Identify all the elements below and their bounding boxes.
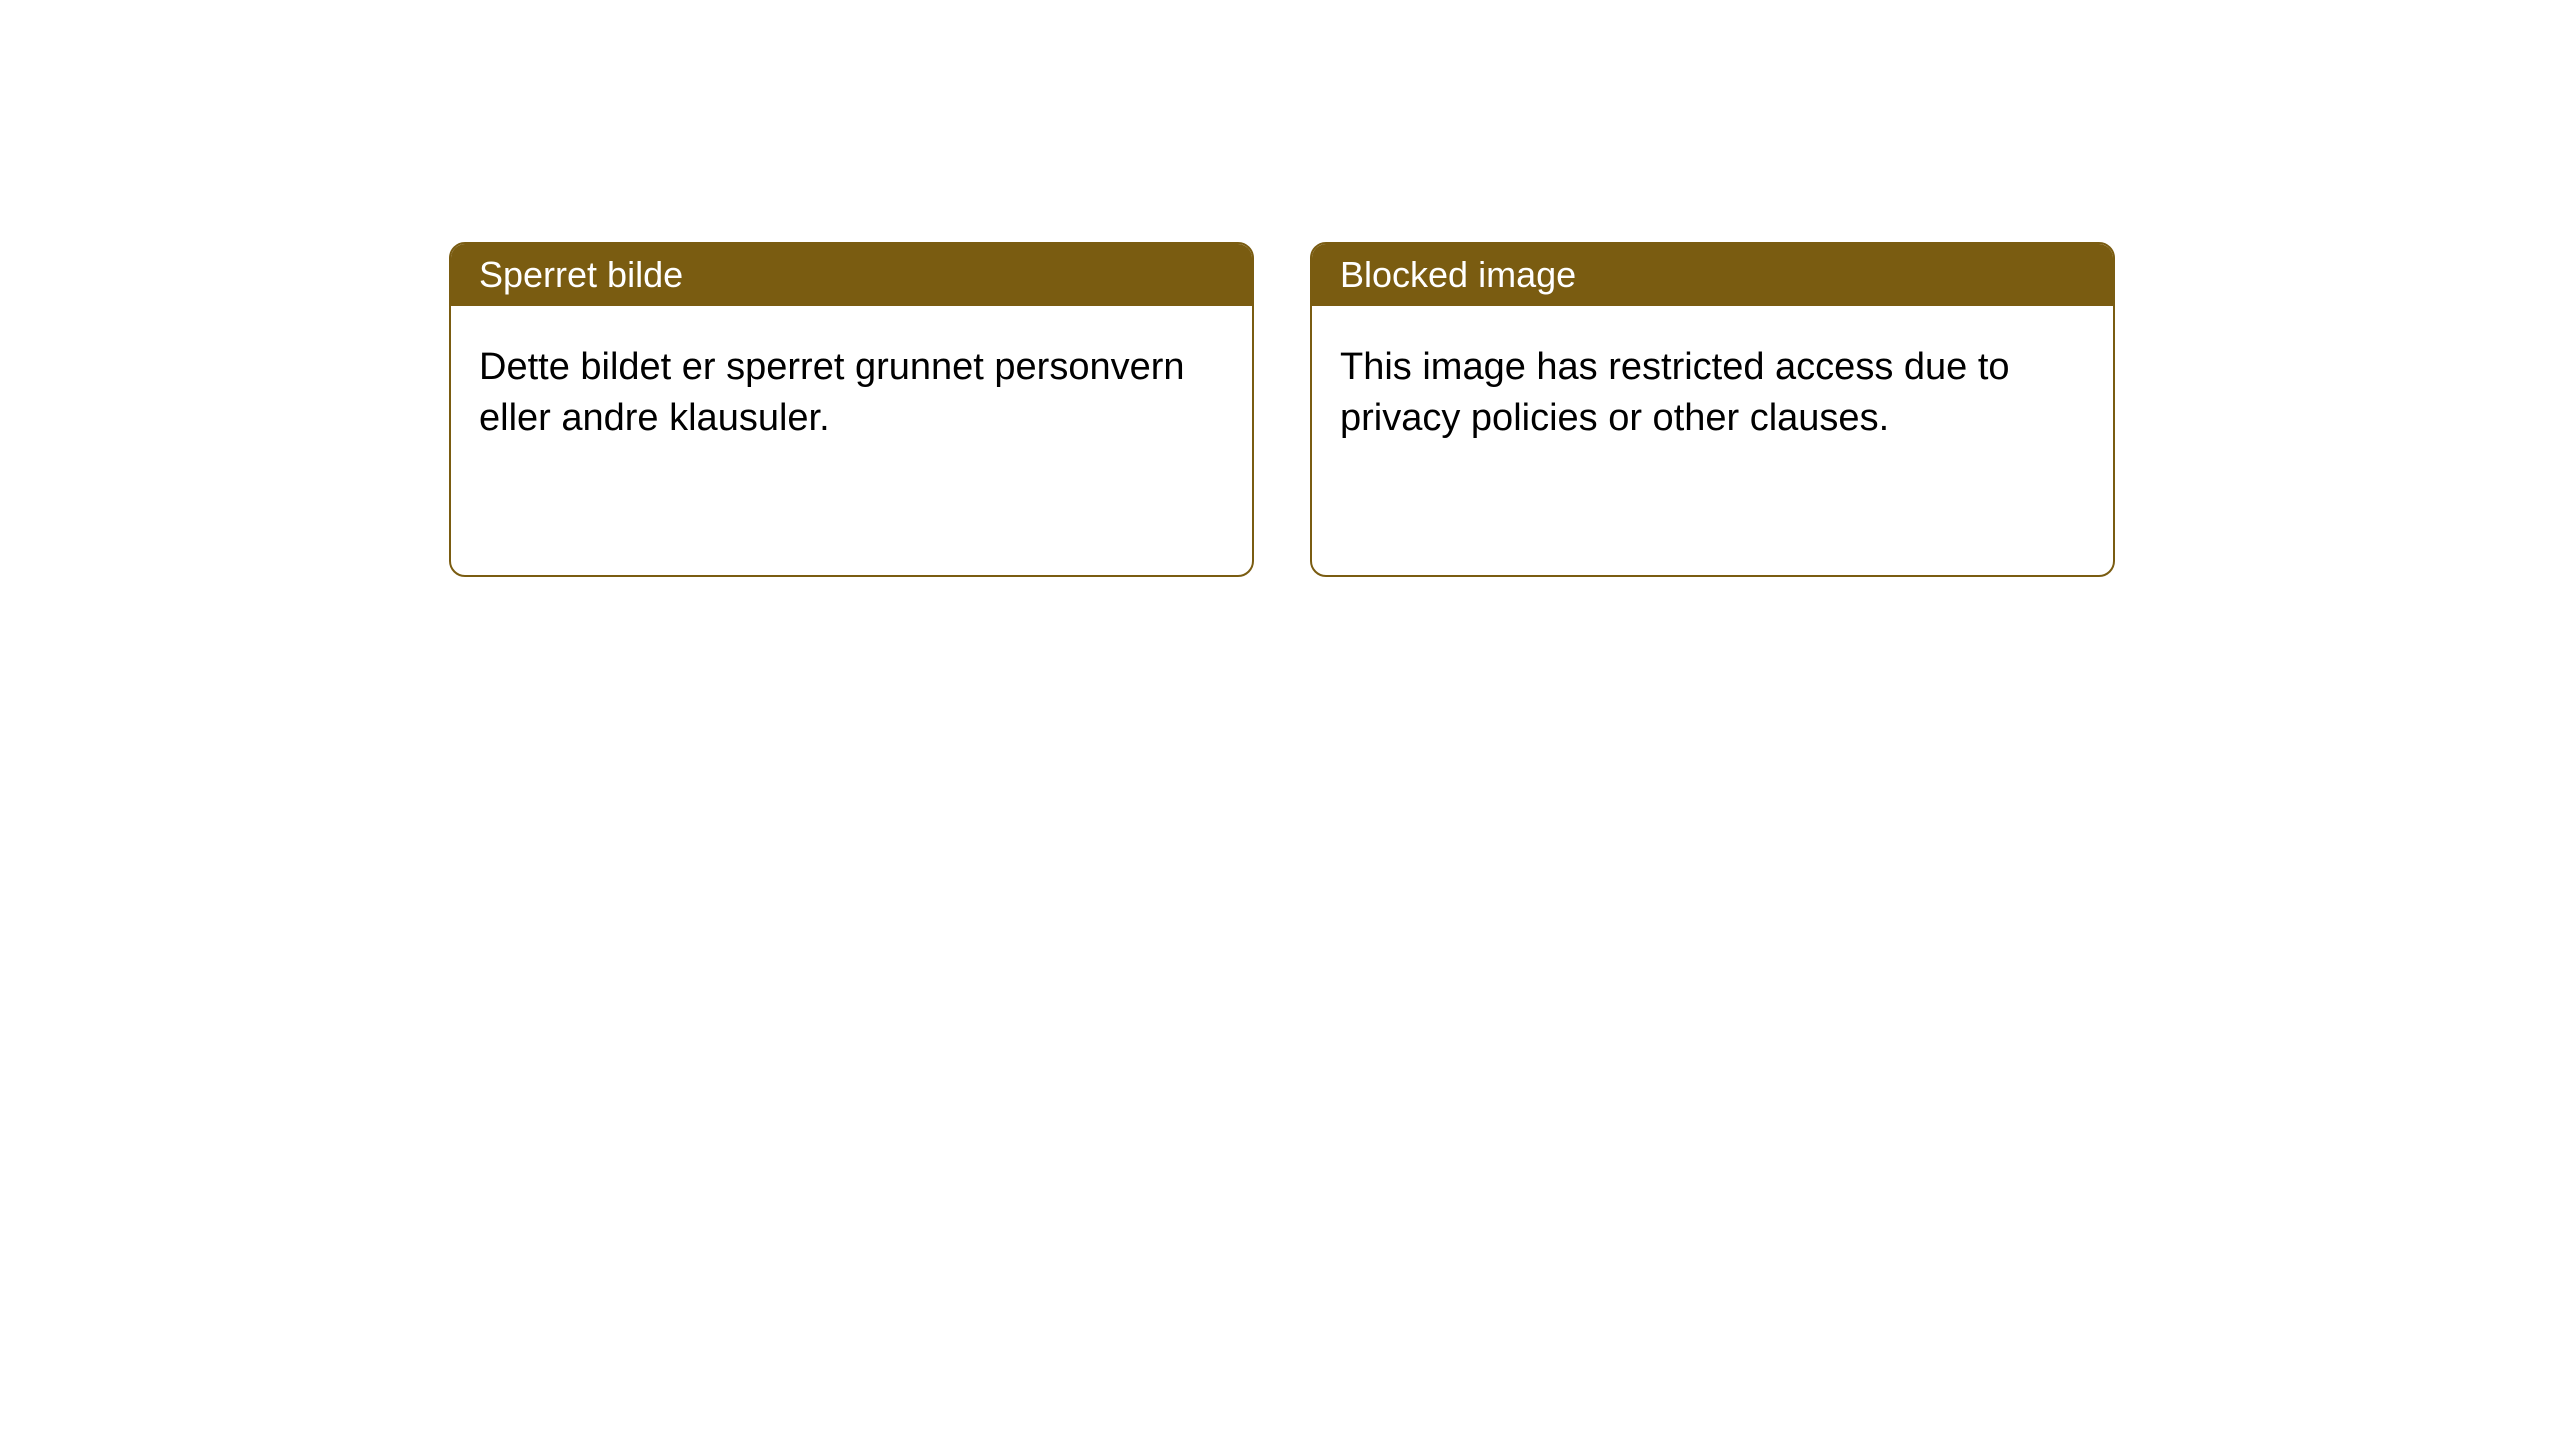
notice-body: This image has restricted access due to … bbox=[1312, 306, 2113, 481]
notice-body: Dette bildet er sperret grunnet personve… bbox=[451, 306, 1252, 481]
notice-box-norwegian: Sperret bilde Dette bildet er sperret gr… bbox=[449, 242, 1254, 577]
notice-header: Sperret bilde bbox=[451, 244, 1252, 306]
notices-container: Sperret bilde Dette bildet er sperret gr… bbox=[449, 242, 2115, 577]
notice-box-english: Blocked image This image has restricted … bbox=[1310, 242, 2115, 577]
notice-header: Blocked image bbox=[1312, 244, 2113, 306]
